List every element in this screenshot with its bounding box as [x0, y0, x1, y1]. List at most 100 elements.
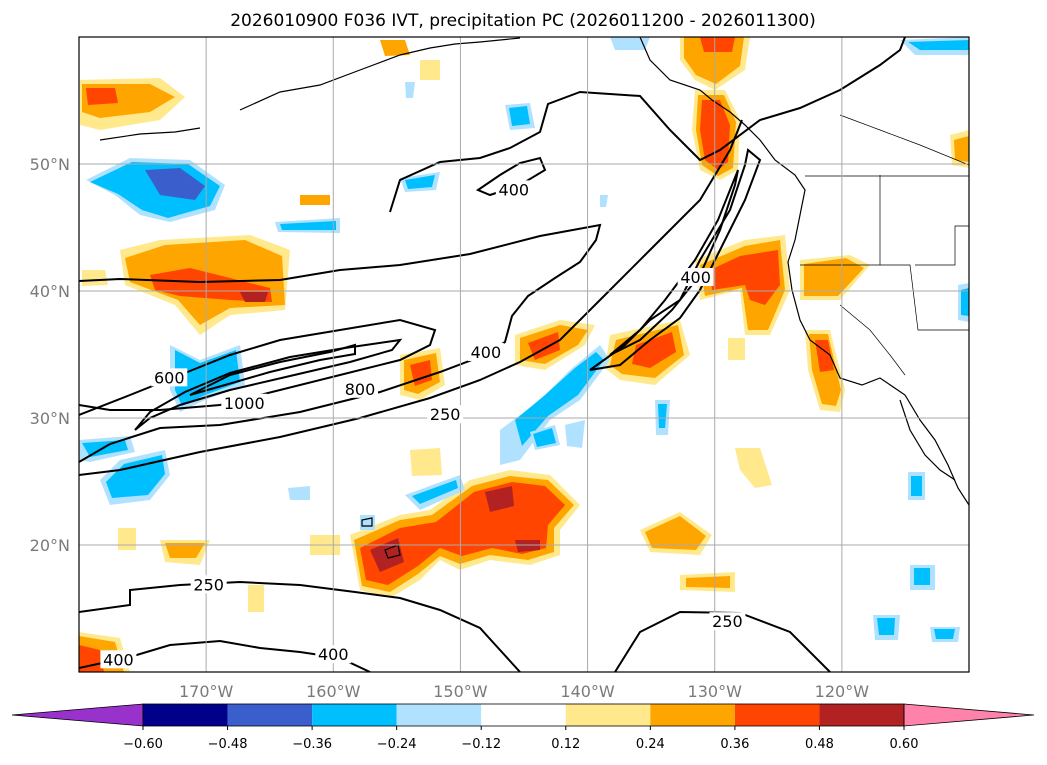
precip-patch [248, 585, 264, 612]
colorbar-segment [650, 704, 735, 726]
precip-patch [658, 404, 667, 428]
state-border [915, 225, 969, 266]
precip-patch [300, 195, 330, 205]
colorbar-segment [481, 704, 566, 726]
contour-label-halo [190, 575, 227, 594]
precip-patch [804, 258, 864, 296]
contour-label-halo [315, 645, 352, 664]
precip-patch [360, 482, 565, 585]
x-tick-label: 160°W [306, 682, 361, 701]
precip-patch [485, 486, 514, 512]
colorbar-segment [819, 704, 904, 726]
precip-patch [515, 540, 540, 552]
precip-patch [240, 292, 268, 302]
precip-patch [175, 350, 240, 406]
colorbar-tick-label: −0.60 [123, 737, 163, 752]
precip-patch [79, 645, 104, 672]
coastlines [99, 37, 969, 559]
colorbar-frame [142, 703, 905, 727]
contour-label-halo [427, 405, 464, 424]
contour-label-halo [221, 393, 268, 412]
precip-patch [914, 568, 930, 585]
x-axis-ticks: 170°W 160°W 150°W 140°W 130°W 120°W [179, 682, 869, 701]
precip-patch [728, 338, 745, 360]
precip-patch [700, 37, 735, 52]
precip-patch [509, 106, 530, 126]
y-tick-label: 40°N [30, 282, 70, 301]
precip-patch [632, 332, 676, 368]
precip-patch [610, 37, 650, 50]
coastline [639, 37, 969, 506]
colorbar-extend-low [11, 703, 144, 727]
precip-positive-patches [79, 37, 969, 672]
precip-patch [380, 40, 410, 56]
map-panel: 400 400 600 1000 800 400 250 250 400 400 250 [79, 37, 969, 672]
contour-label: 400 [499, 180, 530, 199]
state-border [839, 114, 969, 166]
ivt-contour [609, 169, 739, 356]
precip-patch [686, 576, 730, 588]
ivt-contour [589, 148, 762, 371]
precip-patch [82, 270, 108, 286]
precip-patch [877, 618, 895, 635]
precip-patch [165, 543, 205, 558]
colorbar-tick-label: −0.12 [461, 737, 501, 752]
x-tick-label: 130°W [688, 682, 743, 701]
colorbar-segment [227, 704, 313, 726]
precip-patch [565, 420, 585, 448]
chart-title: 2026010900 F036 IVT, precipitation PC (2… [230, 11, 816, 31]
x-tick-label: 140°W [560, 682, 615, 701]
precip-patch [645, 516, 706, 550]
precip-patch [288, 486, 310, 500]
colorbar-tick-label: 0.24 [636, 737, 665, 752]
precip-patch [533, 428, 556, 447]
contour-label: 400 [680, 268, 711, 287]
contour-label: 400 [103, 650, 134, 669]
precip-patch [911, 476, 922, 496]
contour-label-halo [709, 612, 746, 631]
y-tick-label: 50°N [30, 155, 70, 174]
contour-label: 250 [430, 405, 461, 424]
precip-patch [420, 60, 440, 80]
ivt-contour [79, 318, 437, 416]
colorbar-segment [565, 704, 651, 726]
contour-label-halo [100, 650, 137, 669]
ivt-contour [79, 580, 521, 672]
precip-patch [515, 352, 604, 446]
precip-patch [280, 221, 336, 230]
y-tick-label: 20°N [30, 536, 70, 555]
contour-label: 250 [193, 575, 224, 594]
precip-patch [118, 528, 136, 550]
contour-label-halo [677, 268, 714, 287]
precip-patch [412, 480, 458, 504]
ivt-contour [79, 223, 602, 463]
contour-label: 400 [471, 343, 502, 362]
colorbar-segment [143, 704, 228, 726]
coastline [899, 399, 956, 481]
ivt-contour [134, 338, 403, 431]
state-border [839, 304, 906, 376]
x-tick-label: 120°W [815, 682, 870, 701]
precip-patch [410, 448, 442, 476]
colorbar-segment [396, 704, 482, 726]
x-tick-label: 170°W [179, 682, 234, 701]
colorbar-tick-label: −0.24 [377, 737, 417, 752]
precip-patch [908, 40, 969, 50]
island [361, 517, 373, 527]
contour-label-halo [341, 379, 378, 398]
contour-label: 400 [318, 645, 349, 664]
x-tick-label: 150°W [433, 682, 488, 701]
colorbar: −0.60 −0.48 −0.36 −0.24 −0.12 0.12 0.24 0.36 0.4… [11, 703, 1035, 752]
precip-patch [954, 136, 969, 162]
colorbar-tick-label: −0.36 [292, 737, 332, 752]
precip-patch [86, 88, 118, 105]
coastline [99, 127, 201, 141]
colorbar-tick-label: 0.12 [551, 737, 580, 752]
precip-patch [145, 168, 205, 200]
precip-patch [405, 175, 435, 189]
precip-patch [961, 288, 969, 316]
map-frame [78, 36, 970, 673]
contour-label: 800 [345, 380, 376, 399]
precip-patch [405, 82, 415, 98]
